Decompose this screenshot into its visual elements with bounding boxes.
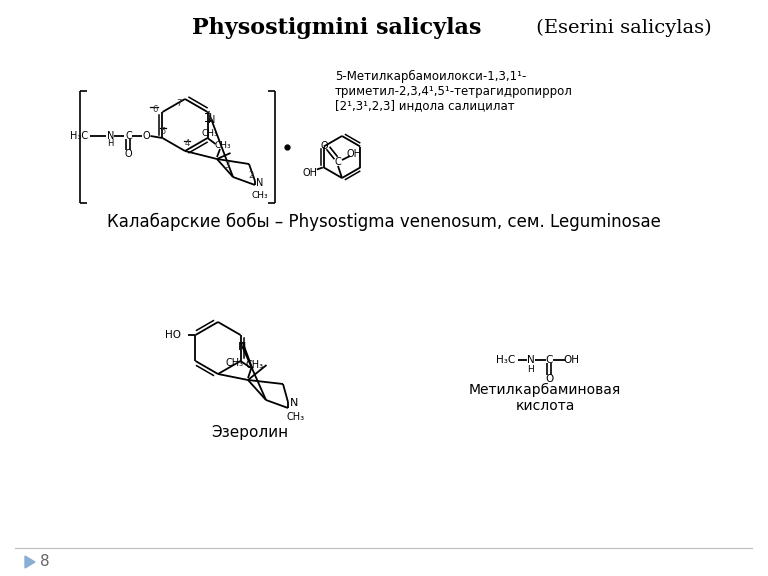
Text: C: C <box>125 131 132 141</box>
Text: 1: 1 <box>206 112 211 120</box>
Text: CH₃: CH₃ <box>215 141 231 150</box>
Text: 3: 3 <box>224 161 230 169</box>
Polygon shape <box>25 556 35 568</box>
Text: O: O <box>320 141 328 151</box>
Text: N: N <box>238 342 247 352</box>
Text: 4: 4 <box>184 139 190 149</box>
Text: Калабарские бобы – Physostigma venenosum, сем. Leguminosae: Калабарские бобы – Physostigma venenosum… <box>107 213 661 231</box>
Text: O: O <box>143 131 151 141</box>
Text: 8: 8 <box>40 555 50 570</box>
Text: OH: OH <box>303 168 317 177</box>
Text: OH: OH <box>346 149 362 159</box>
Text: H: H <box>528 365 535 373</box>
Text: [2¹,3¹,2,3] индола салицилат: [2¹,3¹,2,3] индола салицилат <box>335 100 515 112</box>
Text: HO: HO <box>165 330 181 340</box>
Text: 7: 7 <box>177 100 182 108</box>
Text: CH₃: CH₃ <box>252 191 268 199</box>
Text: H₃C: H₃C <box>496 355 515 365</box>
Text: CH₃: CH₃ <box>287 412 305 422</box>
Text: N: N <box>290 398 298 408</box>
Text: (Eserini salicylas): (Eserini salicylas) <box>530 19 712 37</box>
Text: Эзеролин: Эзеролин <box>211 425 289 439</box>
Text: триметил-2,3,4¹,5¹-тетрагидропиррол: триметил-2,3,4¹,5¹-тетрагидропиррол <box>335 85 573 97</box>
Text: 2: 2 <box>248 172 253 180</box>
Text: N: N <box>257 178 263 188</box>
Text: CH₃: CH₃ <box>246 360 264 370</box>
Text: CH₃: CH₃ <box>226 358 243 368</box>
Text: 5-Метилкарбамоилокси-1,3,1¹-: 5-Метилкарбамоилокси-1,3,1¹- <box>335 70 526 82</box>
Text: N: N <box>107 131 114 141</box>
Text: O: O <box>124 149 132 159</box>
Text: C: C <box>545 355 553 365</box>
Text: Physostigmini salicylas: Physostigmini salicylas <box>192 17 482 39</box>
Text: OH: OH <box>563 355 579 365</box>
Text: 5: 5 <box>161 127 166 135</box>
Text: 1: 1 <box>207 113 212 123</box>
Text: H₃C: H₃C <box>71 131 88 141</box>
Text: N: N <box>527 355 535 365</box>
Text: Метилкарбаминовая
кислота: Метилкарбаминовая кислота <box>469 383 621 413</box>
Text: H: H <box>108 139 114 149</box>
Text: 6: 6 <box>153 105 158 115</box>
Text: C: C <box>335 157 341 167</box>
Text: N: N <box>208 115 215 125</box>
Text: O: O <box>545 374 553 384</box>
Text: CH₃: CH₃ <box>201 130 218 138</box>
